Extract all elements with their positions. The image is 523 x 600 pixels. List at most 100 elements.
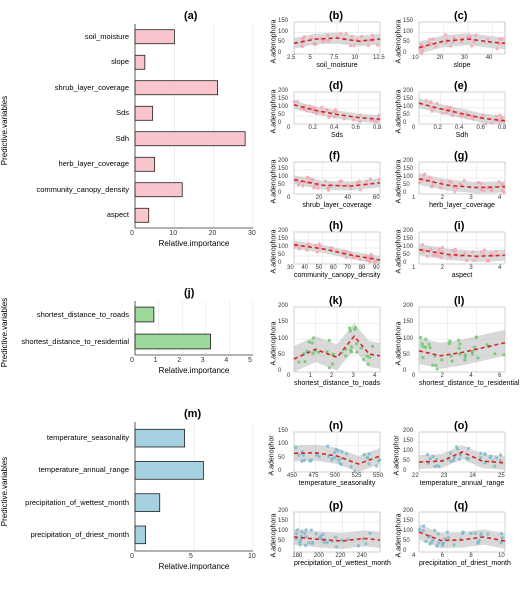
panel-label-q: (q) (454, 500, 468, 512)
scatter-chart-f (294, 162, 380, 194)
xtick-o-0: 22 (412, 473, 419, 479)
bar-a-5 (135, 157, 155, 171)
xtick-b-1: 5 (309, 55, 312, 61)
xtick-e-4: 0.8 (498, 125, 506, 131)
point-f (311, 178, 314, 181)
point-e (451, 113, 454, 116)
point-k (328, 339, 331, 342)
point-c (428, 38, 431, 41)
point-l (428, 343, 431, 346)
ytick-h-1: 50 (278, 252, 285, 258)
ytick-o-0: 0 (403, 468, 406, 474)
point-q (437, 541, 440, 544)
point-f (327, 186, 330, 189)
ytick-b-0: 0 (278, 50, 281, 56)
point-d (293, 100, 296, 103)
xlabel-p: precipitation_of_wettest_month (294, 560, 380, 567)
point-l (458, 342, 461, 345)
point-f (301, 184, 304, 187)
xtick-d-1: 0.2 (309, 125, 317, 131)
point-i (471, 250, 474, 253)
point-i (483, 248, 486, 251)
point-l (419, 336, 422, 339)
point-l (422, 345, 425, 348)
scatter-panel-e: (e)A.adenophoraSdh00.20.40.60.8050100150… (395, 80, 509, 142)
point-b (339, 32, 342, 35)
point-i (492, 254, 495, 257)
ytick-g-0: 0 (403, 190, 406, 196)
point-i (494, 250, 497, 253)
xtick-p-1: 200 (314, 553, 324, 559)
panel-label-g: (g) (454, 150, 468, 162)
point-l (457, 339, 460, 342)
point-e (429, 106, 432, 109)
point-q (431, 539, 434, 542)
ytick-h-2: 100 (278, 244, 288, 250)
ytick-q-2: 100 (403, 528, 413, 534)
point-i (486, 259, 489, 262)
panel-label-p: (p) (329, 500, 343, 512)
point-d (359, 120, 362, 123)
point-h (298, 245, 301, 248)
point-k (344, 354, 347, 357)
point-k (312, 336, 315, 339)
bar-m-2 (135, 494, 160, 512)
point-d (308, 105, 311, 108)
bar-chart-a (135, 24, 253, 228)
scatter-chart-b (294, 22, 380, 54)
point-n (353, 469, 356, 472)
ylabel-e: A.adenophora (395, 90, 402, 134)
point-p (295, 532, 298, 535)
xtick-e-0: 0 (412, 125, 415, 131)
ytick-n-3: 150 (278, 428, 288, 434)
ylabel-l: A.adenophora (395, 321, 402, 365)
xtick-g-2: 3 (469, 195, 472, 201)
point-n (303, 459, 306, 462)
xtick-q-1: 6 (441, 553, 444, 559)
point-n (345, 452, 348, 455)
panel-label-d: (d) (329, 80, 343, 92)
ytick-l-3: 150 (403, 319, 413, 325)
point-g (497, 180, 500, 183)
point-b (350, 35, 353, 38)
point-e (500, 116, 503, 119)
point-n (330, 458, 333, 461)
scatter-panel-i: (i)A.adenophoraaspect1234050100150200 (395, 220, 509, 282)
point-q (500, 532, 503, 535)
point-e (471, 117, 474, 120)
bar-label-m-2: precipitation_of_wettest_month (10, 498, 129, 507)
ytick-g-4: 200 (403, 158, 413, 164)
scatter-chart-n (294, 432, 380, 472)
point-d (333, 115, 336, 118)
ytick-n-2: 100 (278, 441, 288, 447)
point-i (480, 250, 483, 253)
xtick-d-0: 0 (287, 125, 290, 131)
point-o (499, 459, 502, 462)
ylabel-o: A.adenophor (394, 435, 401, 475)
point-p (303, 532, 306, 535)
panel-label-f: (f) (329, 150, 340, 162)
xtick-f-2: 40 (344, 195, 351, 201)
ytick-b-2: 100 (278, 29, 288, 35)
xtick-e-1: 0.2 (434, 125, 442, 131)
xtick-m-2: 10 (248, 553, 256, 560)
point-i (437, 254, 440, 257)
scatter-chart-q (419, 512, 505, 552)
point-f (324, 180, 327, 183)
ytick-l-0: 0 (403, 368, 406, 374)
xtick-h-2: 50 (316, 265, 323, 271)
xtick-n-2: 500 (330, 473, 340, 479)
point-k (311, 341, 314, 344)
point-h (318, 247, 321, 250)
ytick-p-2: 100 (278, 528, 288, 534)
point-e (498, 114, 501, 117)
ytick-o-2: 100 (403, 448, 413, 454)
point-g (427, 177, 430, 180)
ytick-p-4: 200 (278, 508, 288, 514)
xtick-j-0: 0 (130, 357, 134, 364)
xlabel-q: precipitation_of_driest_month (419, 560, 505, 567)
ytick-f-1: 50 (278, 182, 285, 188)
point-p (314, 532, 317, 535)
xtick-c-3: 40 (486, 55, 493, 61)
scatter-chart-h (294, 232, 380, 264)
